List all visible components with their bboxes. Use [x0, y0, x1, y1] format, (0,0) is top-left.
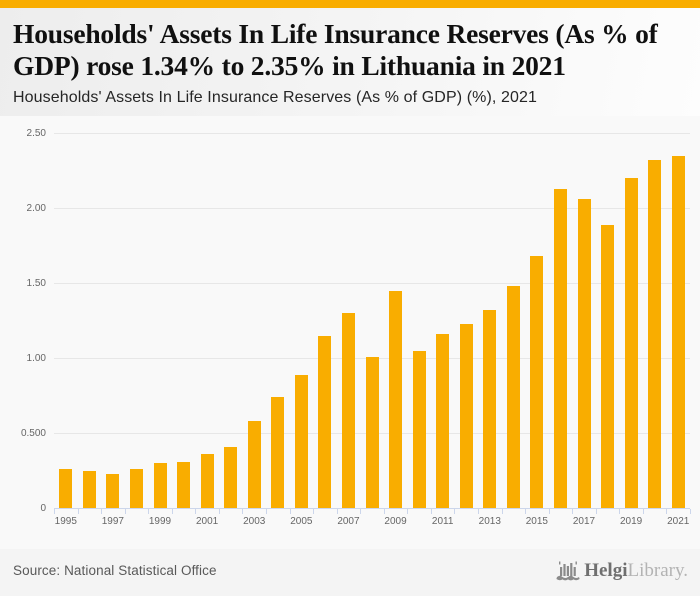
- x-axis-tick: [101, 509, 103, 514]
- x-axis-tick: [407, 509, 409, 514]
- y-axis-label: 1.00: [26, 353, 46, 364]
- x-axis-tick: [360, 509, 362, 514]
- x-axis-label: 1995: [54, 516, 77, 527]
- x-axis-label: 2015: [525, 516, 548, 527]
- x-axis-label: 2019: [619, 516, 643, 527]
- x-axis-label: 2021: [667, 516, 690, 527]
- bar-1997[interactable]: [106, 473, 120, 508]
- chart-header: Households' Assets In Life Insurance Res…: [0, 8, 700, 116]
- bar-2011[interactable]: [436, 334, 450, 508]
- x-axis-tick: [171, 509, 173, 514]
- y-axis-label: 1.50: [26, 278, 46, 289]
- y-axis-label: 0: [40, 503, 46, 514]
- x-axis-label: 1999: [148, 516, 172, 527]
- x-axis-label: 2005: [290, 516, 313, 527]
- gridline-1.50: [54, 283, 690, 284]
- chart-title: Households' Assets In Life Insurance Res…: [13, 18, 658, 81]
- accent-bar: [0, 0, 700, 8]
- gridline-2.00: [54, 208, 690, 209]
- x-axis-tick: [595, 509, 597, 514]
- bar-2002[interactable]: [224, 446, 238, 508]
- x-axis-tick: [77, 509, 79, 514]
- brand-name-light: Library.: [627, 559, 689, 581]
- source-label: Source: National Statistical Office: [13, 563, 217, 578]
- x-axis-tick: [289, 509, 291, 514]
- bar-2005[interactable]: [294, 374, 308, 508]
- x-axis-tick: [690, 509, 691, 514]
- chart-panel: 0 0.500 1.00 1.50 2.00 2.50 1995 1997 1999 2001 20…: [0, 116, 700, 549]
- x-axis-label: 1997: [101, 516, 124, 527]
- helgi-castle-icon: [556, 560, 580, 582]
- x-axis-label: 2003: [243, 516, 266, 527]
- x-axis-tick: [124, 509, 126, 514]
- bar-2007[interactable]: [341, 313, 355, 508]
- x-axis-tick: [454, 509, 456, 514]
- x-axis-tick: [548, 509, 550, 514]
- bar-2006[interactable]: [318, 335, 332, 508]
- bar-2004[interactable]: [271, 397, 285, 508]
- x-axis-label: 2009: [384, 516, 407, 527]
- x-axis-tick: [642, 509, 644, 514]
- bar-2017[interactable]: [577, 199, 591, 508]
- bar-2016[interactable]: [553, 188, 567, 508]
- bar-2018[interactable]: [601, 224, 615, 508]
- bar-2009[interactable]: [389, 290, 403, 508]
- helgi-library-logo: HelgiLibrary.: [556, 560, 688, 582]
- bar-2008[interactable]: [365, 356, 379, 508]
- bar-2019[interactable]: [624, 178, 638, 508]
- bar-2013[interactable]: [483, 310, 497, 508]
- x-axis-tick: [383, 509, 385, 514]
- chart-subtitle: Households' Assets In Life Insurance Res…: [13, 88, 537, 106]
- x-axis-tick: [572, 509, 574, 514]
- plot-area: 0 0.500 1.00 1.50 2.00 2.50 1995 1997 1999 2001 20…: [21, 128, 691, 527]
- y-axis-label: 0.500: [20, 428, 46, 439]
- bar-2003[interactable]: [247, 421, 261, 508]
- x-axis-tick: [218, 509, 220, 514]
- x-axis-tick: [501, 509, 503, 514]
- x-axis-tick: [336, 509, 338, 514]
- x-axis-label: 2017: [572, 516, 596, 527]
- bar-2010[interactable]: [412, 350, 426, 508]
- bar-2001[interactable]: [200, 454, 214, 508]
- bar-2015[interactable]: [530, 256, 544, 508]
- y-axis-label: 2.00: [26, 203, 46, 214]
- bar-1998[interactable]: [129, 469, 143, 508]
- brand-name-bold: Helgi: [584, 559, 628, 581]
- x-axis-label: 2011: [431, 516, 454, 527]
- x-axis-tick: [54, 509, 55, 514]
- bar-2021[interactable]: [671, 155, 685, 508]
- x-axis-label: 2013: [478, 516, 501, 527]
- x-axis-tick: [666, 509, 668, 514]
- x-axis-line: [54, 508, 690, 509]
- x-axis-tick: [148, 509, 150, 514]
- bar-1995[interactable]: [59, 469, 73, 508]
- bar-2014[interactable]: [506, 286, 520, 508]
- bar-2000[interactable]: [177, 461, 191, 508]
- x-axis-tick: [242, 509, 244, 514]
- gridline-2.50: [54, 133, 690, 134]
- x-axis-label: 2007: [337, 516, 360, 527]
- bar-1999[interactable]: [153, 463, 167, 508]
- bar-2012[interactable]: [459, 323, 473, 508]
- bar-2020[interactable]: [648, 160, 662, 508]
- x-axis-tick: [195, 509, 197, 514]
- x-axis-tick: [619, 509, 621, 514]
- x-axis-tick: [478, 509, 479, 514]
- x-axis-tick: [430, 509, 432, 514]
- x-axis-tick: [266, 509, 267, 514]
- bar-1996[interactable]: [82, 470, 96, 508]
- chart-footer: Source: National Statistical Office: [0, 549, 700, 596]
- x-axis-label: 2001: [195, 516, 219, 527]
- x-axis-tick: [525, 509, 527, 514]
- y-axis-label: 2.50: [26, 128, 46, 139]
- x-axis-tick: [313, 509, 315, 514]
